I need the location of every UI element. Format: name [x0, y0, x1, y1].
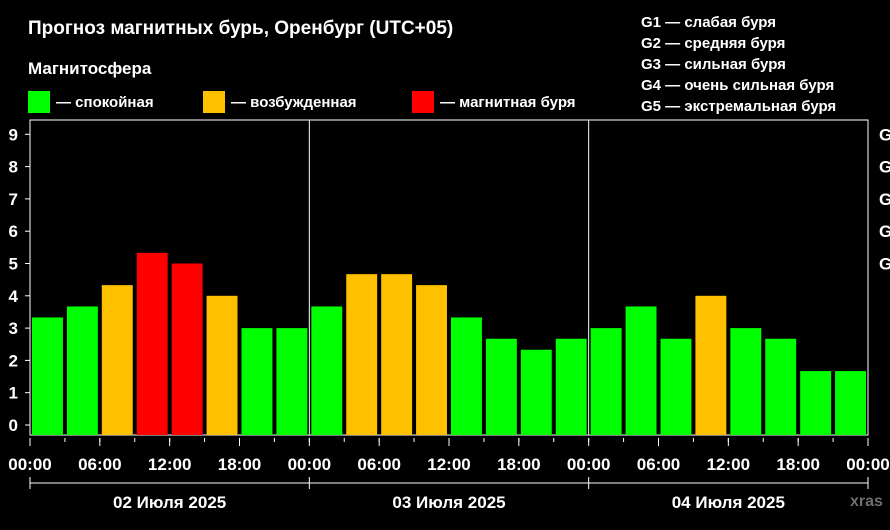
legend-label-storm: — магнитная буря [440, 93, 576, 111]
g-scale-legend: G1 — слабая буря G2 — средняя буря G3 — … [641, 12, 836, 117]
date-label: 03 Июля 2025 [392, 493, 505, 512]
kp-bar [800, 371, 832, 435]
legend-item-storm: — магнитная буря [412, 91, 576, 113]
y-tick-label: 7 [9, 190, 18, 209]
g-level-label: G [879, 222, 890, 241]
y-tick-label: 4 [9, 287, 19, 306]
y-tick-label: 2 [9, 351, 18, 370]
y-tick-label: 3 [9, 319, 18, 338]
date-label: 04 Июля 2025 [672, 493, 785, 512]
kp-bar [346, 274, 378, 435]
y-tick-label: 8 [9, 158, 18, 177]
kp-bar [101, 285, 133, 435]
x-tick-label: 12:00 [707, 455, 750, 474]
kp-bar [765, 338, 797, 435]
g-scale-g1: G1 — слабая буря [641, 14, 777, 31]
y-tick-label: 5 [9, 255, 18, 274]
g-level-label: G [879, 255, 890, 274]
kp-bar [381, 274, 413, 435]
legend-swatch-quiet [28, 91, 50, 113]
x-tick-label: 06:00 [78, 455, 121, 474]
y-tick-label: 0 [9, 416, 18, 435]
g-level-label: G [879, 190, 890, 209]
x-tick-label: 00:00 [567, 455, 610, 474]
g-scale-g2: G2 — средняя буря [641, 35, 786, 52]
legend-swatch-storm [412, 91, 434, 113]
g-level-label: G [879, 158, 890, 177]
legend-item-quiet: — спокойная [28, 91, 154, 113]
g-level-label: G [879, 125, 890, 144]
x-tick-label: 12:00 [148, 455, 191, 474]
y-tick-label: 6 [9, 222, 18, 241]
date-label: 02 Июля 2025 [113, 493, 226, 512]
x-tick-label: 06:00 [637, 455, 680, 474]
kp-bar [311, 306, 343, 435]
x-tick-label: 18:00 [497, 455, 540, 474]
kp-bar [625, 306, 657, 435]
kp-bar [555, 338, 587, 435]
g-scale-g3: G3 — сильная буря [641, 56, 786, 73]
kp-bar [660, 338, 692, 435]
kp-bar [520, 349, 552, 435]
kp-bar [136, 252, 168, 435]
kp-bar [835, 371, 866, 435]
plot-frame [29, 119, 869, 436]
g-scale-g4: G4 — очень сильная буря [641, 77, 835, 94]
x-tick-label: 18:00 [776, 455, 819, 474]
y-tick-label: 9 [9, 125, 18, 144]
legend-label-excited: — возбужденная [231, 93, 357, 111]
legend-swatch-excited [203, 91, 225, 113]
magnetosphere-subtitle: Магнитосфера [28, 59, 152, 78]
kp-bar [451, 317, 482, 435]
kp-bar [206, 295, 238, 435]
kp-bar [730, 328, 762, 435]
kp-bar [416, 285, 447, 435]
g-scale-g5: G5 — экстремальная буря [641, 98, 837, 115]
legend-item-excited: — возбужденная [203, 91, 357, 113]
x-tick-label: 06:00 [357, 455, 400, 474]
page-title: Прогноз магнитных бурь, Оренбург (UTC+05… [28, 18, 454, 39]
kp-bar [590, 328, 622, 435]
legend-label-quiet: — спокойная [56, 93, 154, 111]
x-tick-label: 18:00 [218, 455, 261, 474]
x-tick-label: 00:00 [8, 455, 51, 474]
kp-bar [241, 328, 273, 435]
x-tick-label: 00:00 [846, 455, 889, 474]
kp-bar [171, 263, 203, 435]
kp-bar [695, 295, 727, 435]
x-tick-label: 12:00 [427, 455, 470, 474]
y-tick-label: 1 [9, 384, 18, 403]
x-tick-label: 00:00 [288, 455, 331, 474]
kp-bar [485, 338, 517, 435]
kp-bar [32, 317, 63, 435]
kp-bar [66, 306, 98, 435]
kp-bar [276, 328, 308, 435]
watermark: xras [850, 493, 883, 510]
